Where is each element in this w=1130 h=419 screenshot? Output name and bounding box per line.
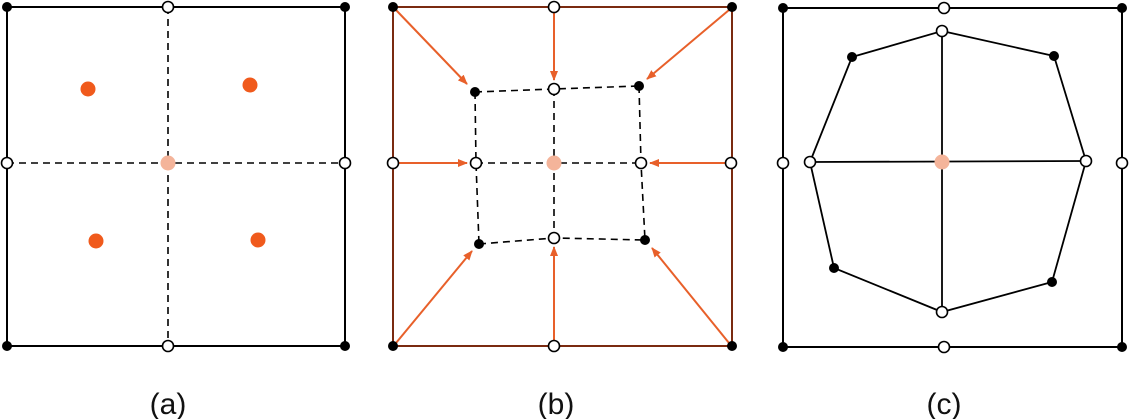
corner-vertex	[2, 341, 12, 351]
panel-b-caption: (b)	[538, 388, 575, 419]
orange-sample-point	[80, 81, 96, 97]
corner-vertex	[2, 2, 12, 12]
inner-edge-midpoint	[469, 156, 483, 170]
corner-vertex	[388, 2, 398, 12]
inner-corner-vertex	[470, 87, 480, 97]
corner-vertex	[727, 2, 737, 12]
octagon	[809, 30, 1087, 313]
arrow	[646, 9, 730, 80]
inner-edge-midpoint	[547, 231, 561, 245]
edge-midpoint	[937, 1, 951, 15]
panel-c: (c)	[776, 1, 1129, 419]
arrow	[651, 247, 730, 344]
inner-corner-vertex	[474, 239, 484, 249]
panel-a: (a)	[0, 0, 352, 419]
inner-dashed-left	[474, 91, 480, 245]
octagon-corner-vertex	[829, 263, 839, 273]
inner-edge-midpoint	[547, 82, 561, 96]
octagon-corner-vertex	[1049, 51, 1059, 61]
arrow	[395, 9, 468, 85]
face-center-point	[934, 154, 950, 170]
arrow	[395, 250, 473, 344]
face-center-point	[546, 155, 562, 171]
orange-sample-point	[242, 77, 258, 93]
edge-midpoint	[1115, 156, 1129, 170]
edge-midpoint	[161, 339, 175, 353]
octagon-edge-midpoint	[1079, 154, 1093, 168]
face-center-point	[160, 155, 176, 171]
corner-vertex	[727, 341, 737, 351]
edge-midpoint	[547, 339, 561, 353]
corner-vertex	[340, 341, 350, 351]
inner-dashed-top	[474, 85, 640, 93]
corner-vertex	[1117, 342, 1127, 352]
corner-vertex	[340, 2, 350, 12]
panel-b-outer-square	[392, 6, 733, 347]
orange-sample-point	[88, 233, 104, 249]
corner-vertex	[778, 3, 788, 13]
inner-corner-vertex	[640, 235, 650, 245]
corner-vertex	[778, 342, 788, 352]
edge-midpoint	[161, 0, 175, 14]
corner-vertex	[388, 341, 398, 351]
edge-midpoint	[0, 156, 14, 170]
panel-b: (b)	[386, 0, 738, 419]
edge-midpoint	[386, 156, 400, 170]
panel-a-outer-square	[6, 6, 346, 347]
inner-dashed-bottom	[478, 237, 646, 245]
octagon-edge-midpoint	[935, 305, 949, 319]
panel-c-outer-square	[782, 7, 1123, 348]
edge-midpoint	[724, 156, 738, 170]
corner-vertex	[1117, 3, 1127, 13]
panel-c-caption: (c)	[927, 388, 962, 419]
octagon-edge-midpoint	[803, 155, 817, 169]
octagon-corner-vertex	[847, 52, 857, 62]
inner-corner-vertex	[634, 81, 644, 91]
octagon-edge-midpoint	[935, 24, 949, 38]
panel-a-caption: (a)	[150, 388, 187, 419]
octagon-corner-vertex	[1047, 277, 1057, 287]
edge-midpoint	[547, 0, 561, 14]
edge-midpoint	[776, 156, 790, 170]
edge-midpoint	[338, 156, 352, 170]
orange-sample-point	[250, 232, 266, 248]
inner-edge-midpoint	[634, 156, 648, 170]
edge-midpoint	[937, 340, 951, 354]
